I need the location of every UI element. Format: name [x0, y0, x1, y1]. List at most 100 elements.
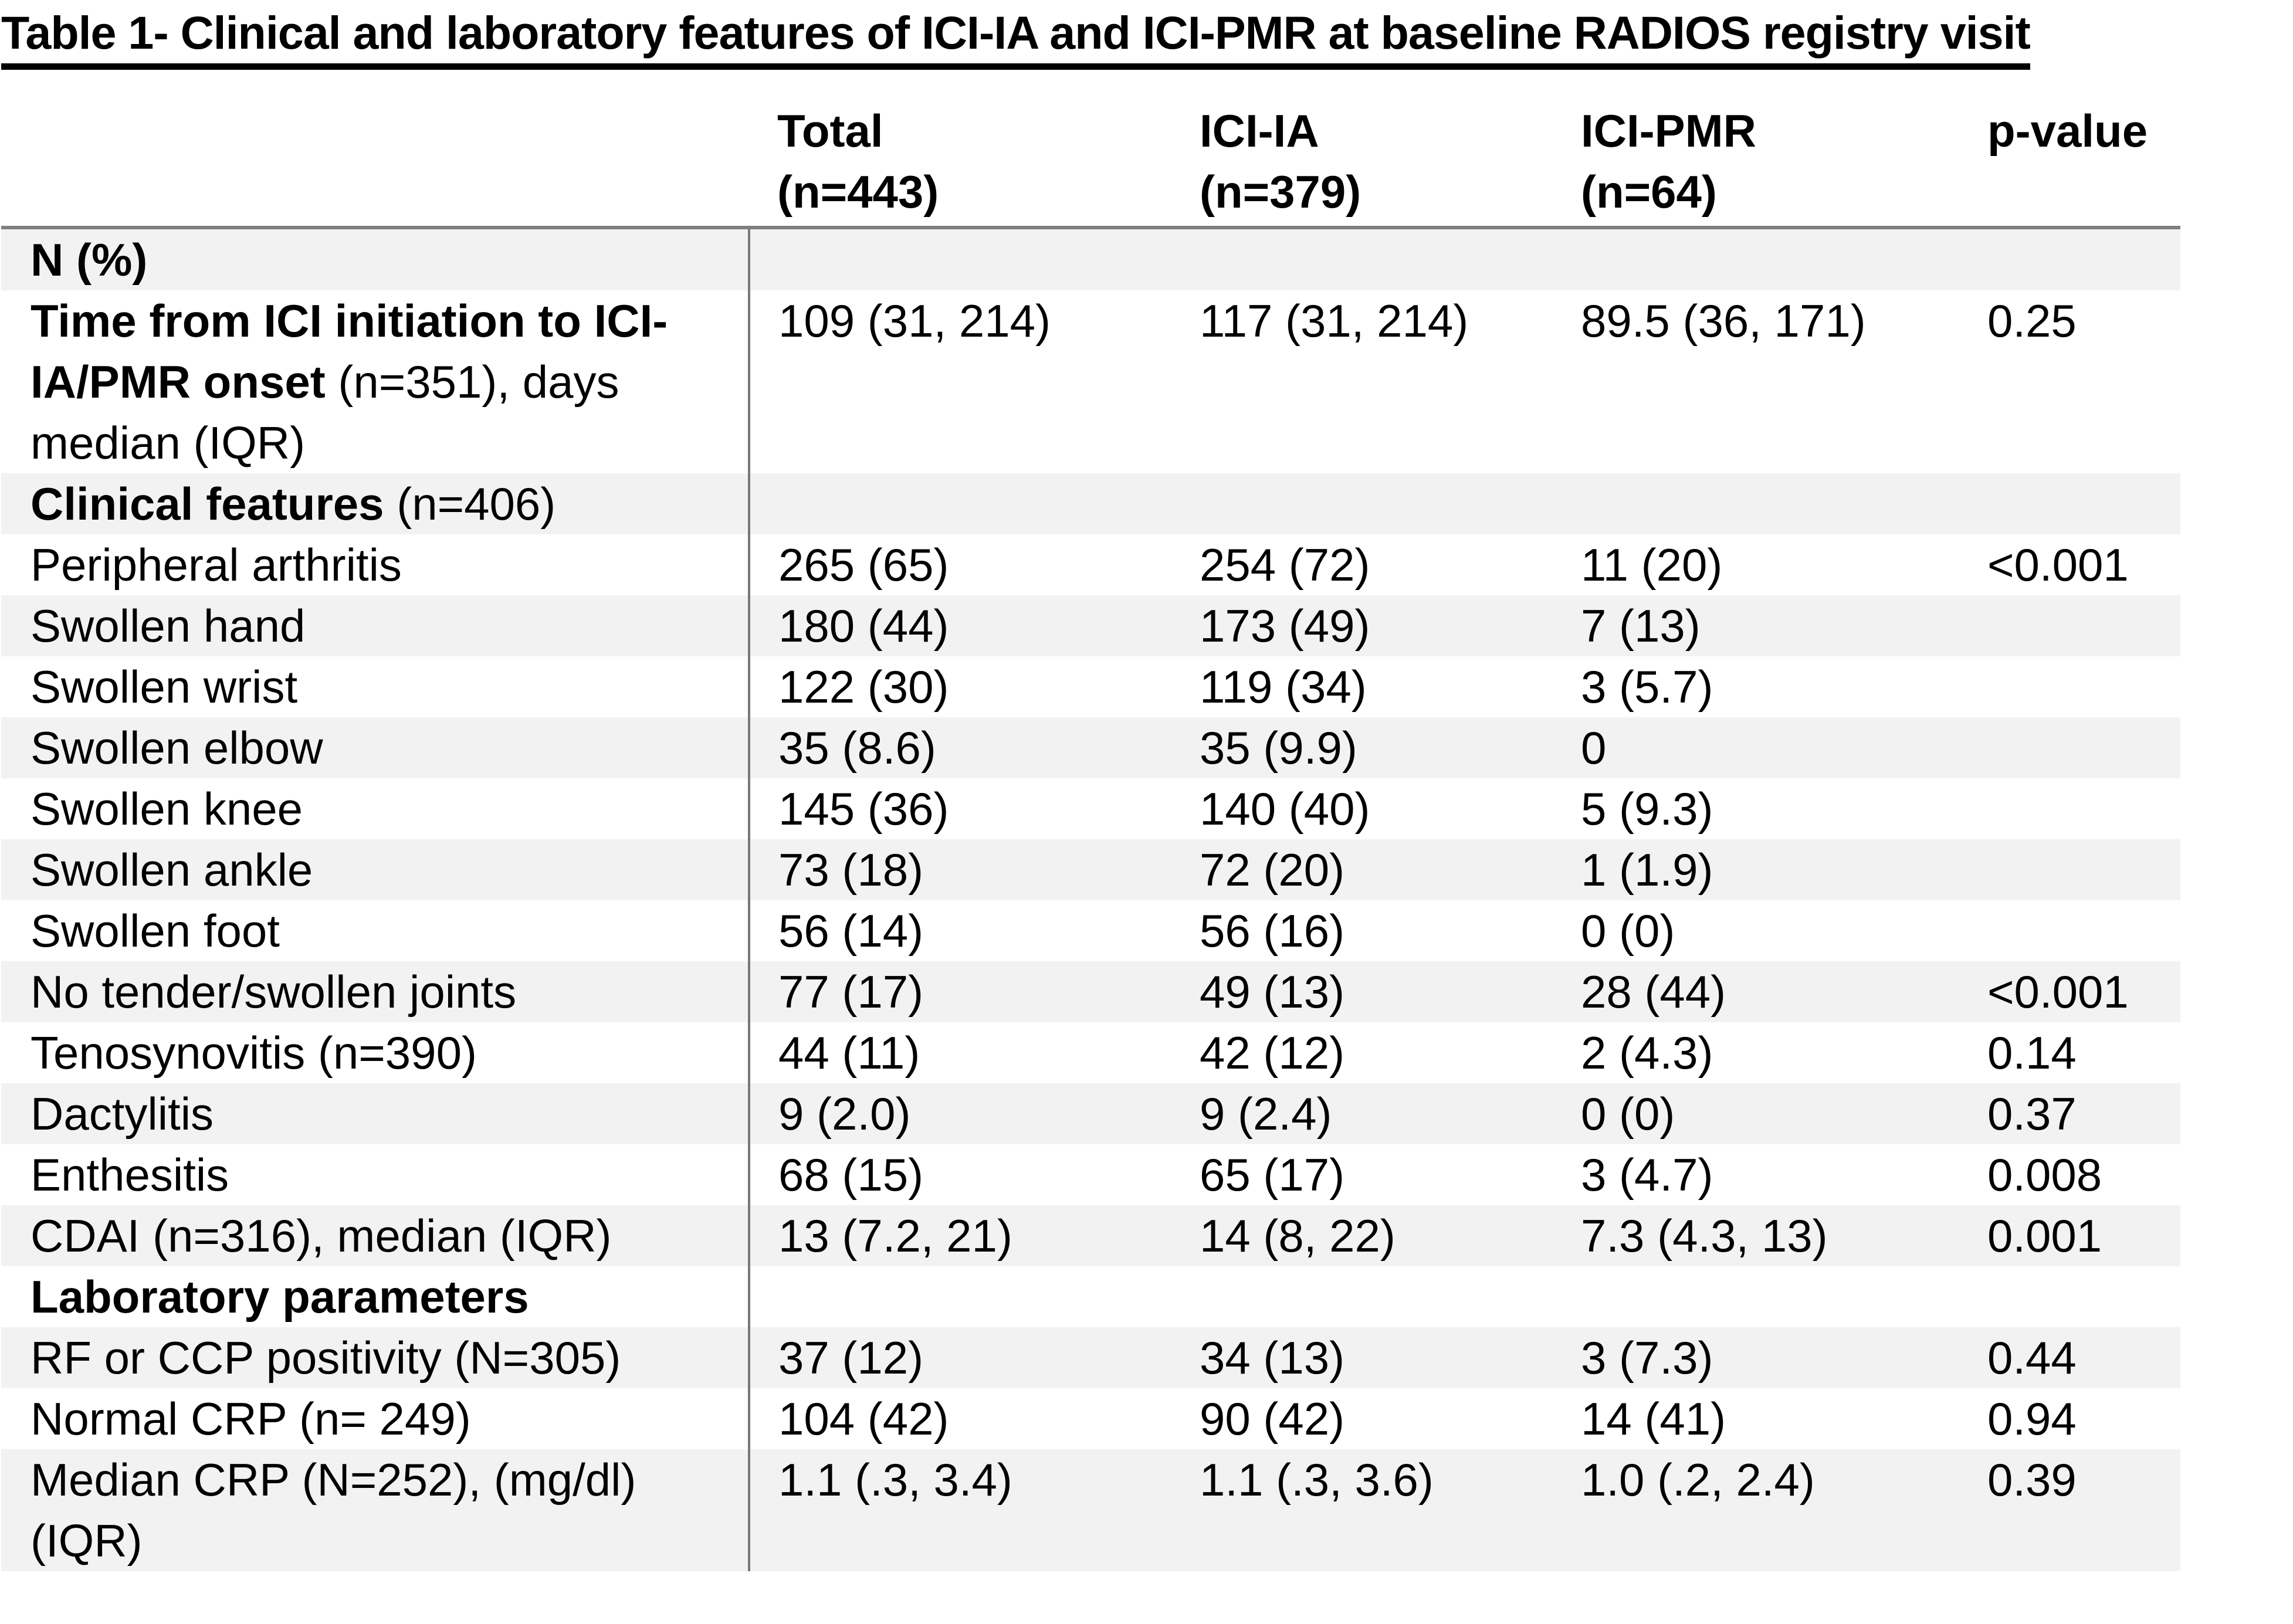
table-row: Swollen ankle 73 (18) 72 (20) 1 (1.9) — [1, 839, 2180, 901]
table-row: Swollen wrist 122 (30) 119 (34) 3 (5.7) — [1, 656, 2180, 718]
p-value: 0.008 — [1987, 1149, 2102, 1201]
row-label: Median CRP (N=252), (mg/dl) (IQR) — [1, 1449, 749, 1572]
p-value — [1959, 656, 2180, 717]
table-row: Swollen hand 180 (44) 173 (49) 7 (13) — [1, 595, 2180, 657]
ici-ia-value: 117 (31, 214) — [1200, 295, 1469, 347]
table-row: Peripheral arthritis 265 (65) 254 (72) 11 (… — [1, 534, 2180, 596]
column-header-sub: (n=443) — [777, 166, 939, 218]
row-label: Time from ICI initiation to ICI-IA/PMR o… — [1, 290, 749, 473]
total-value: 44 (11) — [748, 1022, 1171, 1084]
row-label-text: (n=406) — [384, 478, 556, 530]
p-value: 0.37 — [1959, 1083, 2180, 1145]
row-label-bold-text: Laboratory parameters — [31, 1271, 529, 1323]
column-header-sub: (n=64) — [1581, 166, 1717, 218]
header-row: Total (n=443) ICI-IA (n=379) ICI-PMR (n=… — [1, 100, 2180, 230]
row-label-text: Swollen knee — [31, 783, 303, 835]
row-label-text: (n=351), days median (IQR) — [31, 356, 619, 469]
total-value — [748, 473, 1171, 535]
row-label-bold-text: Time from ICI initiation to ICI-IA/PMR o… — [31, 295, 668, 408]
p-value: 0.44 — [1959, 1327, 2180, 1389]
p-value: <0.001 — [1987, 539, 2129, 591]
row-label: Peripheral arthritis — [1, 534, 749, 595]
total-value: 109 (31, 214) — [748, 290, 1171, 474]
p-value — [1959, 839, 2180, 901]
table-row: Laboratory parameters — [1, 1266, 2180, 1328]
column-header-ici-ia: ICI-IA (n=379) — [1171, 100, 1553, 230]
p-value — [1959, 778, 2180, 839]
row-label: Clinical features (n=406) — [1, 473, 749, 535]
row-label-text: CDAI (n=316), median (IQR) — [31, 1210, 612, 1262]
ici-pmr-value: 14 (41) — [1581, 1393, 1726, 1445]
row-label: No tender/swollen joints — [1, 961, 749, 1023]
ici-pmr-value: 7.3 (4.3, 13) — [1553, 1205, 1959, 1267]
table-row: No tender/swollen joints 77 (17) 49 (13) 28… — [1, 961, 2180, 1023]
ici-ia-value: 173 (49) — [1171, 595, 1553, 657]
table-row: Swollen foot 56 (14) 56 (16) 0 (0) — [1, 900, 2180, 962]
p-value: 0.14 — [1987, 1027, 2077, 1079]
total-value — [748, 1266, 1171, 1328]
table-row: CDAI (n=316), median (IQR) 13 (7.2, 21) 14… — [1, 1205, 2180, 1267]
p-value — [1959, 900, 2180, 961]
ici-ia-value: 9 (2.4) — [1171, 1083, 1553, 1145]
table-header: Total (n=443) ICI-IA (n=379) ICI-PMR (n=… — [1, 100, 2180, 230]
table-row: Swollen elbow 35 (8.6) 35 (9.9) 0 — [1, 717, 2180, 779]
ici-ia-value — [1171, 1266, 1553, 1327]
column-header-sub: (n=379) — [1200, 166, 1361, 218]
p-value: 0.94 — [1987, 1393, 2077, 1445]
ici-pmr-value: 3 (5.7) — [1581, 661, 1713, 713]
total-value: 9 (2.0) — [748, 1083, 1171, 1145]
row-label: Swollen wrist — [1, 656, 749, 717]
table-row: Normal CRP (n= 249) 104 (42) 90 (42) 14 (41… — [1, 1388, 2180, 1450]
total-value: 13 (7.2, 21) — [748, 1205, 1171, 1267]
ici-pmr-value: 2 (4.3) — [1581, 1027, 1713, 1079]
row-label-text: Enthesitis — [31, 1149, 229, 1201]
row-label: Normal CRP (n= 249) — [1, 1388, 749, 1449]
table-row: Median CRP (N=252), (mg/dl) (IQR) 1.1 (.3… — [1, 1449, 2180, 1572]
row-label-text: Swollen wrist — [31, 661, 298, 713]
ici-pmr-value: 89.5 (36, 171) — [1581, 295, 1866, 347]
total-value: 56 (14) — [748, 900, 1171, 962]
table-row: N (%) — [1, 228, 2180, 291]
row-label-text: No tender/swollen joints — [31, 966, 517, 1018]
ici-pmr-value: 3 (7.3) — [1553, 1327, 1959, 1389]
table-row: Time from ICI initiation to ICI-IA/PMR o… — [1, 290, 2180, 474]
ici-pmr-value: 0 (0) — [1553, 1083, 1959, 1145]
row-label-text: Median CRP (N=252), (mg/dl) (IQR) — [31, 1454, 636, 1567]
ici-ia-value: 72 (20) — [1171, 839, 1553, 901]
row-label-text: Swollen foot — [31, 905, 280, 957]
column-header-label: p-value — [1987, 105, 2148, 157]
total-value: 37 (12) — [748, 1327, 1171, 1389]
total-value: 35 (8.6) — [748, 717, 1171, 779]
p-value — [1959, 595, 2180, 657]
table-body: N (%) Time from ICI initiation to ICI-IA/… — [1, 228, 2180, 1572]
total-value — [748, 228, 1171, 291]
row-label-bold-text: Clinical features — [31, 478, 384, 530]
column-header-label: ICI-PMR — [1581, 105, 1756, 157]
row-label: Dactylitis — [1, 1083, 749, 1145]
ici-pmr-value: 0 — [1553, 717, 1959, 779]
ici-pmr-value — [1553, 1266, 1959, 1327]
row-label-text: Tenosynovitis (n=390) — [31, 1027, 477, 1079]
p-value: <0.001 — [1959, 961, 2180, 1023]
ici-pmr-value: 5 (9.3) — [1581, 783, 1713, 835]
table-title: Table 1- Clinical and laboratory feature… — [1, 6, 2031, 70]
row-label: Laboratory parameters — [1, 1266, 749, 1327]
table-row: Swollen knee 145 (36) 140 (40) 5 (9.3) — [1, 778, 2180, 840]
row-label-text: RF or CCP positivity (N=305) — [31, 1332, 621, 1384]
row-label: N (%) — [1, 228, 749, 291]
ici-pmr-value — [1553, 228, 1959, 291]
ici-pmr-value: 7 (13) — [1553, 595, 1959, 657]
ici-ia-value: 35 (9.9) — [1171, 717, 1553, 779]
p-value: 0.25 — [1987, 295, 2077, 347]
ici-ia-value — [1171, 228, 1553, 291]
row-label: Enthesitis — [1, 1144, 749, 1205]
row-label-bold-text: N (%) — [31, 234, 148, 286]
total-value: 77 (17) — [748, 961, 1171, 1023]
p-value: 0.001 — [1959, 1205, 2180, 1267]
ici-ia-value: 14 (8, 22) — [1171, 1205, 1553, 1267]
clinical-features-table: Total (n=443) ICI-IA (n=379) ICI-PMR (n=… — [1, 100, 2180, 1572]
column-header-label: Total — [777, 105, 883, 157]
p-value: 0.39 — [1959, 1449, 2180, 1572]
total-value: 122 (30) — [748, 656, 1171, 718]
